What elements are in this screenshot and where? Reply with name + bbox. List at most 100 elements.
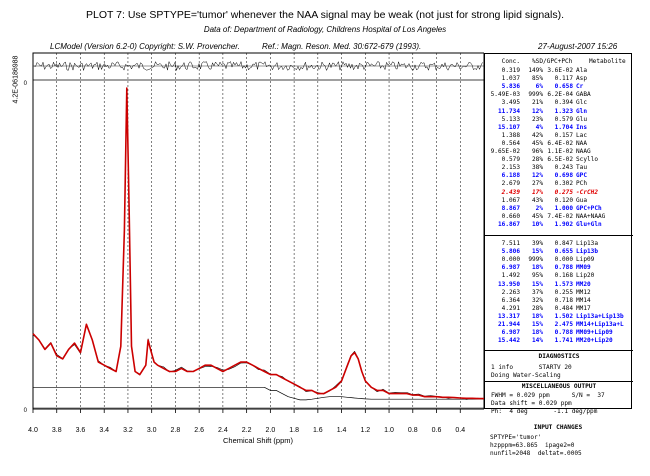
- sd-value: 2%: [535, 204, 543, 212]
- metabolite-row: 5.133 23% 0.579 Glu: [485, 115, 633, 124]
- conc-value: 5.133: [501, 115, 520, 123]
- sd-value: 37%: [531, 288, 543, 296]
- conc-value: 1.492: [501, 272, 520, 280]
- conc-value: 21.944: [497, 321, 520, 328]
- metabolite-row: 2.263 37% 0.255 MM12: [485, 288, 633, 297]
- conc-value: 15.107: [497, 123, 520, 131]
- metabolite-name: MM14: [576, 296, 591, 304]
- sd-value: 45%: [531, 212, 543, 220]
- diagnostics-line: Doing Water-Scaling: [491, 372, 561, 379]
- metabolite-row: 3.495 21% 0.394 Glc: [485, 98, 633, 107]
- x-tick-label: 2.4: [218, 427, 228, 434]
- y-zero-bottom: 0: [24, 408, 28, 414]
- conc-value: 0.660: [501, 212, 520, 220]
- metabolite-row: 2.153 38% 0.243 Tau: [485, 163, 633, 172]
- concentration-table: Conc. %SD /GPC+PCh Metabolite 0.319 149% 3…: [484, 53, 633, 415]
- x-tick-label: 1.6: [313, 427, 323, 434]
- conc-value: 5.806: [501, 248, 520, 256]
- conc-value: 15.442: [497, 337, 520, 345]
- conc-value: 7.511: [501, 240, 520, 247]
- plot-frame: [32, 52, 484, 410]
- sd-value: 4%: [535, 123, 543, 131]
- data-source: Data of: Department of Radiology, Childr…: [203, 25, 447, 34]
- metabolite-row: 6.987 18% 0.788 MM09+Lip09: [485, 328, 633, 337]
- metabolite-row: 13.317 18% 1.502 Lip13a+Lip13b: [485, 312, 633, 321]
- conc-value: 6.987: [501, 329, 520, 337]
- conc-value: 6.188: [501, 172, 520, 180]
- metabolite-name: Lip13b: [576, 248, 599, 256]
- metabolite-row: 9.65E-02 96% 1.1E-02 NAAG: [485, 147, 633, 156]
- ratio-value: 0.157: [554, 131, 573, 139]
- metabolite-name: Glc: [576, 99, 588, 107]
- ratio-value: 1.573: [554, 280, 573, 288]
- sd-value: 999%: [528, 91, 543, 99]
- sd-value: 149%: [528, 67, 543, 74]
- metabolite-row: 15.107 4% 1.704 Ins: [485, 123, 633, 132]
- ratio-value: 1.902: [554, 220, 573, 228]
- conc-value: 1.388: [501, 131, 520, 139]
- ratio-value: 7.4E-02: [547, 212, 573, 220]
- conc-value: 8.867: [501, 204, 520, 212]
- conc-value: 2.439: [501, 188, 520, 196]
- sd-value: 18%: [531, 264, 543, 272]
- metabolite-name: Tau: [576, 164, 588, 172]
- metabolite-name: Lip20: [576, 272, 595, 280]
- reference: Ref.: Magn. Reson. Med. 30:672-679 (1993…: [262, 42, 422, 51]
- sd-value: 17%: [531, 188, 543, 196]
- ratio-value: 0.243: [554, 164, 573, 172]
- metabolite-row: 11.734 12% 1.323 Gln: [485, 107, 633, 116]
- metabolite-row: 16.867 10% 1.902 Glu+Gln: [485, 220, 633, 229]
- ratio-value: 0.394: [554, 99, 573, 107]
- ratio-value: 6.4E-02: [547, 139, 573, 147]
- metabolite-row: 0.579 28% 6.5E-02 Scyllo: [485, 155, 633, 164]
- conc-value: 9.65E-02: [490, 148, 520, 155]
- ratio-value: 0.302: [554, 180, 573, 188]
- conc-value: 5.836: [501, 83, 520, 91]
- conc-value: 6.987: [501, 264, 520, 272]
- metabolite-row: 2.439 17% 0.275 -CrCH2: [485, 188, 633, 197]
- sd-value: 28%: [531, 304, 543, 312]
- x-axis: 4.0 3.8 3.6 3.4 3.2 3.0 2.8 2.6 2.4 2.2 2.0 1.8 1.6 1…: [28, 409, 465, 434]
- sd-value: 15%: [531, 280, 543, 288]
- ratio-value: 6.5E-02: [547, 156, 573, 164]
- sd-value: 999%: [528, 256, 543, 264]
- input-changes-line: hzpppm=63.865 ipage2=0: [490, 442, 575, 449]
- sd-value: 12%: [531, 107, 543, 115]
- conc-value: 13.317: [497, 312, 520, 320]
- x-tick-label: 3.2: [123, 427, 133, 434]
- x-tick-label: 3.0: [147, 427, 157, 434]
- conc-value: 6.364: [501, 296, 520, 304]
- x-axis-label: Chemical Shift (ppm): [223, 436, 294, 445]
- ratio-value: 0.698: [554, 172, 573, 180]
- input-changes-title: INPUT CHANGES: [533, 424, 583, 431]
- metabolite-row: 0.660 45% 7.4E-02 NAA+NAAG: [485, 212, 633, 221]
- x-tick-label: 1.0: [384, 427, 394, 434]
- sd-value: 43%: [531, 196, 543, 204]
- misc-output-line: Data shift = 0.029 ppm: [491, 400, 572, 407]
- spectrum-chart: 4.0 3.8 3.6 3.4 3.2 3.0 2.8 2.6 2.4 2.2 2.0 1.8 1.6 1…: [24, 52, 484, 445]
- sd-value: 95%: [531, 272, 543, 280]
- metabolite-name: MM20+Lip20: [576, 337, 613, 345]
- conc-value: 1.067: [501, 196, 520, 204]
- ratio-value: 0.718: [554, 296, 573, 304]
- sd-value: 15%: [531, 321, 543, 328]
- diagnostics-title: DIAGNOSTICS: [538, 353, 580, 360]
- conc-value: 3.495: [501, 99, 520, 107]
- ratio-value: 1.704: [554, 123, 573, 131]
- metabolite-row: 0.564 45% 6.4E-02 NAA: [485, 139, 633, 148]
- section-divider: [485, 381, 633, 382]
- sd-value: 45%: [531, 139, 543, 147]
- metabolite-row: 1.067 43% 0.120 Gua: [485, 196, 633, 205]
- conc-value: 0.579: [501, 156, 520, 164]
- misc-output-title: MISCELLANEOUS OUTPUT: [521, 383, 597, 390]
- metabolite-row: 8.867 2% 1.000 GPC+PCh: [485, 204, 633, 213]
- metabolite-name: MM14+Lip13a+L: [576, 321, 624, 328]
- sd-value: 18%: [531, 312, 543, 320]
- metabolite-row: 5.806 15% 0.655 Lip13b: [485, 247, 633, 256]
- metabolite-name: Asp: [576, 75, 588, 83]
- x-tick-label: 3.6: [76, 427, 86, 434]
- metabolite-name: MM17: [576, 304, 591, 312]
- spectrum-series: [32, 87, 484, 409]
- ratio-value: 0.655: [554, 248, 573, 256]
- x-tick-label: 2.2: [242, 427, 252, 434]
